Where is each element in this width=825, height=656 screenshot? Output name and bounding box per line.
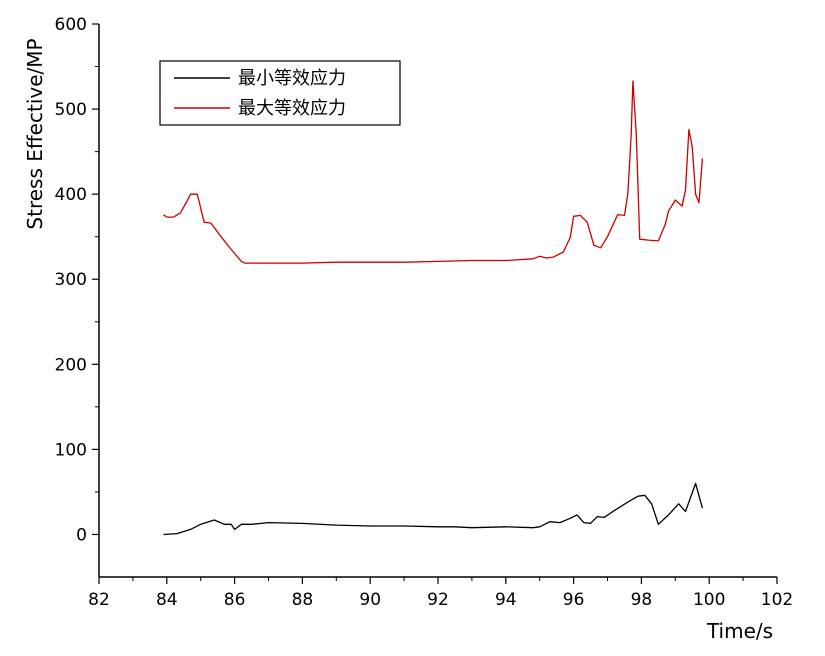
y-tick-label: 0 xyxy=(76,525,87,545)
series-line-2 xyxy=(163,80,704,264)
legend-label-2: 最大等效应力 xyxy=(238,98,346,119)
legend-label-1: 最小等效应力 xyxy=(238,68,346,89)
y-axis-title: Stress Effective/MP xyxy=(23,38,47,229)
x-tick-label: 84 xyxy=(156,590,178,610)
y-tick-label: 500 xyxy=(55,100,87,120)
y-tick-label: 600 xyxy=(55,15,87,35)
y-tick-label: 100 xyxy=(55,440,87,460)
y-tick-label: 400 xyxy=(55,185,87,205)
y-tick-label: 300 xyxy=(55,270,87,290)
x-axis-ticks: 82 84 86 88 90 92 94 96 98 100 102 xyxy=(88,577,793,610)
y-axis-ticks: 0 100 200 300 400 500 600 xyxy=(55,15,99,545)
x-tick-label: 88 xyxy=(292,590,314,610)
x-tick-label: 102 xyxy=(761,590,793,610)
x-tick-label: 86 xyxy=(224,590,246,610)
series-layer xyxy=(163,80,704,536)
x-tick-label: 96 xyxy=(563,590,585,610)
series-line-1 xyxy=(163,482,704,536)
legend-frame xyxy=(159,60,401,126)
x-axis-title: Time/s xyxy=(706,619,773,643)
x-tick-label: 100 xyxy=(693,590,725,610)
x-tick-label: 92 xyxy=(427,590,449,610)
x-tick-label: 94 xyxy=(495,590,517,610)
y-tick-label: 200 xyxy=(55,355,87,375)
x-tick-label: 90 xyxy=(359,590,381,610)
x-tick-label: 82 xyxy=(88,590,110,610)
x-tick-label: 98 xyxy=(631,590,653,610)
